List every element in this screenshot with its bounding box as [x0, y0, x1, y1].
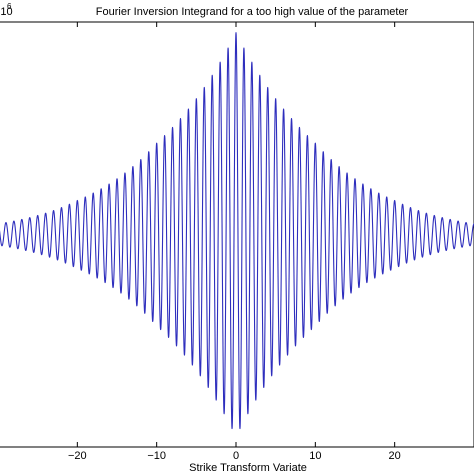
x-axis-ticks: [76, 22, 396, 447]
x-tick-label: −10: [147, 450, 166, 462]
chart-title: Fourier Inversion Integrand for a too hi…: [96, 6, 409, 18]
series-line: [0, 32, 474, 430]
y-multiplier: ×10 6: [0, 2, 13, 18]
x-axis-label: Strike Transform Variate: [189, 462, 307, 474]
x-tick-label: −20: [68, 450, 87, 462]
x-tick-label: 20: [389, 450, 401, 462]
x-axis-tick-labels: −20 −10 0 10 20: [68, 450, 401, 462]
y-multiplier-exponent: 6: [7, 2, 12, 11]
y-multiplier-base: ×10: [0, 6, 13, 18]
x-tick-label: 10: [309, 450, 321, 462]
x-tick-label: 0: [233, 450, 239, 462]
